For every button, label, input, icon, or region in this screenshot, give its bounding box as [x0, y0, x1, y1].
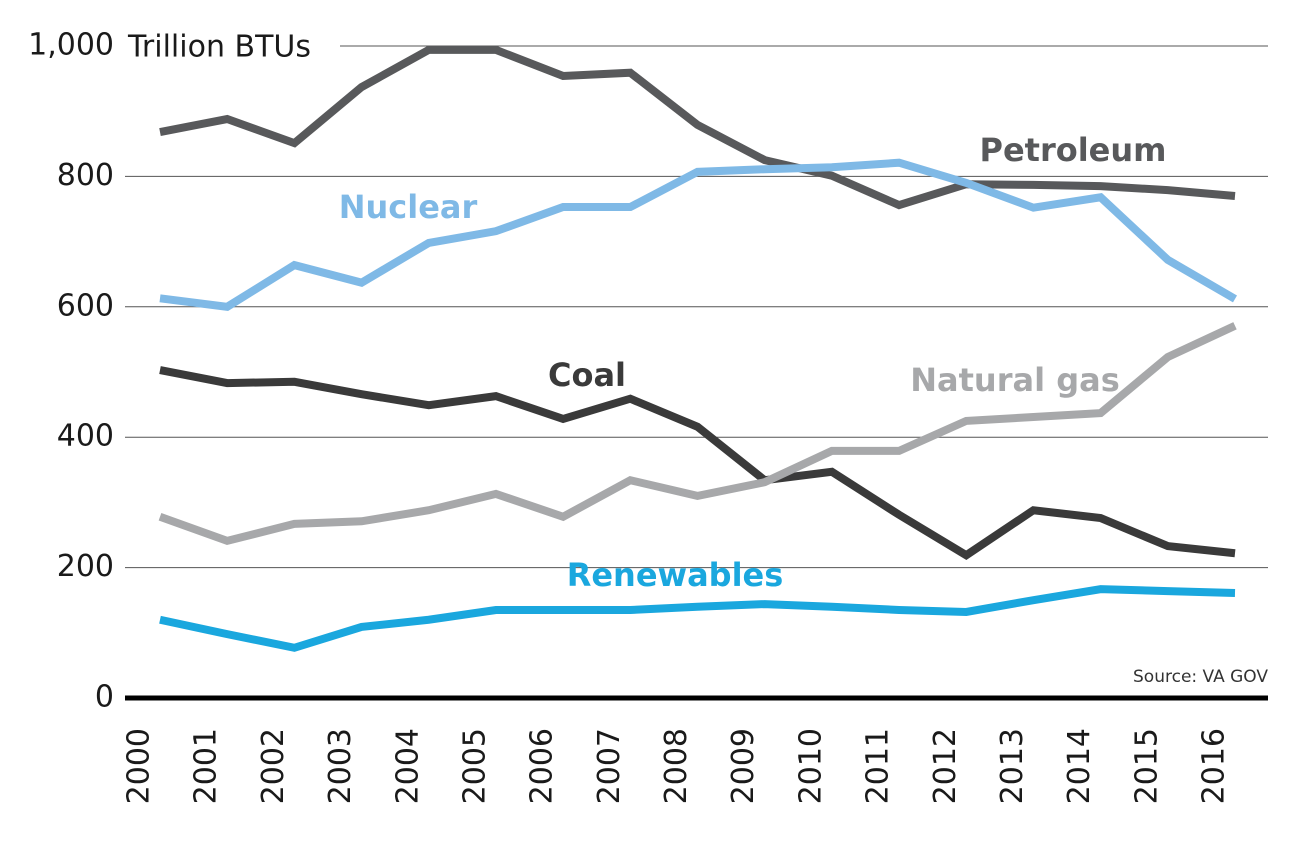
- series-line: [159, 158, 1238, 311]
- source-note: Source: VA GOV: [1133, 667, 1268, 687]
- x-tick-label: 2005: [457, 728, 492, 804]
- y-tick-label: 800: [57, 158, 114, 193]
- x-tick-label: 2010: [793, 728, 828, 804]
- y-axis-label: Trillion BTUs: [127, 30, 311, 65]
- series-line: [159, 45, 1236, 210]
- x-tick-label: 2015: [1129, 728, 1164, 804]
- x-tick-label: 2007: [592, 728, 627, 804]
- x-tick-label: 2001: [189, 728, 224, 804]
- series-line: [159, 585, 1236, 652]
- x-tick-label: 2002: [256, 728, 291, 804]
- y-tick-label: 400: [57, 419, 114, 454]
- series-label: Petroleum: [979, 131, 1166, 169]
- x-tick-label: 2013: [995, 728, 1030, 804]
- y-tick-label: 600: [57, 288, 114, 323]
- x-tick-label: 2004: [390, 728, 425, 804]
- series-line: [159, 366, 1236, 560]
- x-tick-label: 2006: [525, 728, 560, 804]
- x-tick-label: 2000: [122, 728, 157, 804]
- series-line: [158, 322, 1237, 546]
- x-tick-label: 2016: [1197, 728, 1232, 804]
- x-tick-label: 2012: [928, 728, 963, 804]
- series-label: Natural gas: [910, 361, 1119, 399]
- series-label: Nuclear: [339, 188, 478, 226]
- series-label: Renewables: [567, 556, 784, 594]
- x-tick-label: 2011: [861, 728, 896, 804]
- x-tick-label: 2014: [1062, 728, 1097, 804]
- y-tick-label: 0: [95, 680, 114, 715]
- series-label: Coal: [548, 356, 626, 394]
- x-tick-label: 2008: [659, 728, 694, 804]
- x-tick-label: 2009: [726, 728, 761, 804]
- x-tick-label: 2003: [323, 728, 358, 804]
- y-tick-label: 1,000: [28, 28, 114, 63]
- y-tick-label: 200: [57, 549, 114, 584]
